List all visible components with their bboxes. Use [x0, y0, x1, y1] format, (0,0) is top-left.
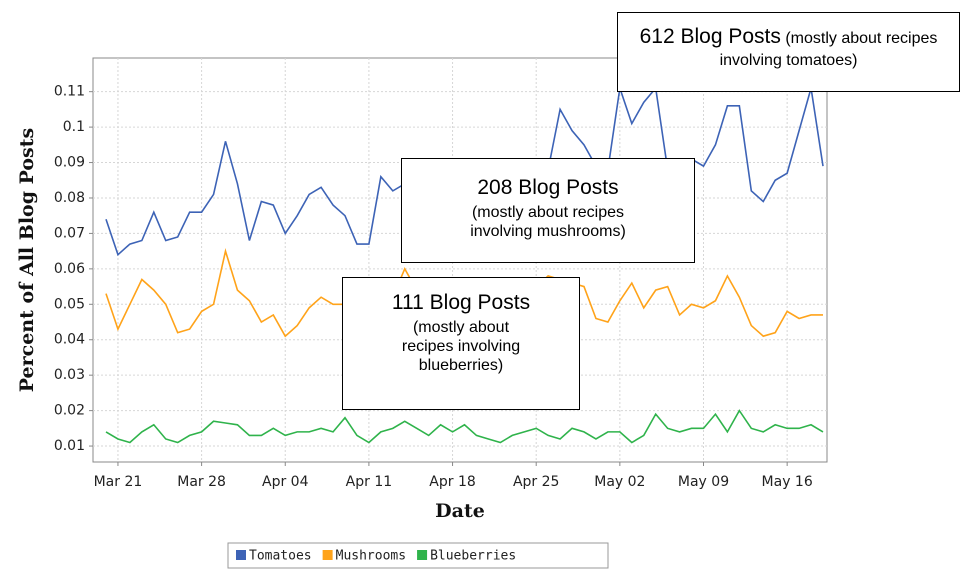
x-tick-label: May 16 — [762, 474, 813, 490]
annotation-text: (mostly about recipes involving blueberr… — [401, 319, 521, 374]
x-tick-label: Apr 25 — [513, 474, 559, 490]
legend-label: Tomatoes — [249, 549, 312, 564]
annotation-box: 208 Blog Posts (mostly about recipes invo… — [401, 158, 695, 263]
annotation-heading: 612 Blog Posts — [639, 25, 781, 48]
y-tick-label: 0.04 — [54, 332, 85, 348]
series-line — [105, 409, 824, 444]
x-tick-label: May 09 — [678, 474, 729, 490]
y-tick-label: 0.03 — [54, 367, 85, 383]
y-tick-label: 0.01 — [54, 438, 85, 454]
annotation-box: 111 Blog Posts (mostly about recipes invo… — [342, 277, 580, 410]
y-tick-label: 0.11 — [54, 84, 85, 100]
annotation-heading: 208 Blog Posts — [477, 176, 619, 199]
legend-swatch — [322, 550, 333, 560]
x-tick-label: Mar 21 — [94, 474, 143, 490]
y-tick-label: 0.1 — [63, 119, 85, 135]
y-tick-label: 0.02 — [54, 403, 85, 419]
y-tick-label: 0.05 — [54, 296, 85, 312]
x-tick-label: Apr 18 — [429, 474, 475, 490]
annotation-text: (mostly about recipes involving mushroom… — [470, 204, 626, 240]
y-tick-label: 0.09 — [54, 155, 85, 171]
x-tick-label: Apr 11 — [346, 474, 392, 490]
y-axis-title: Percent of All Blog Posts — [16, 128, 38, 392]
annotation-text: (mostly about recipes involving tomatoes… — [719, 30, 938, 69]
x-tick-label: Apr 04 — [262, 474, 309, 490]
x-tick-label: May 02 — [594, 474, 645, 490]
y-tick-label: 0.08 — [54, 190, 85, 206]
y-tick-label: 0.07 — [54, 225, 85, 241]
legend-swatch — [417, 550, 428, 560]
legend-label: Blueberries — [430, 549, 516, 564]
annotation-heading: 111 Blog Posts — [391, 291, 531, 314]
x-tick-label: Mar 28 — [177, 474, 226, 490]
x-axis-title: Date — [435, 500, 485, 522]
y-tick-label: 0.06 — [54, 261, 85, 277]
legend-label: Mushrooms — [336, 549, 406, 564]
legend-swatch — [236, 550, 246, 560]
annotation-box: 612 Blog Posts (mostly about recipes inv… — [617, 12, 960, 92]
